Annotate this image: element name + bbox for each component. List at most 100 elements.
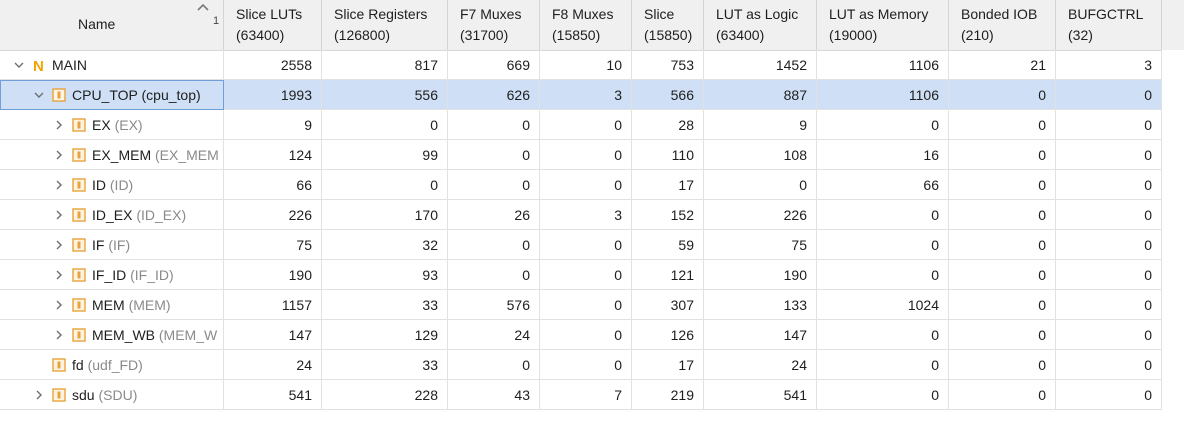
chevron-right-icon[interactable] (54, 210, 64, 220)
value-cell: 21 (949, 50, 1056, 80)
row-name-cell[interactable]: IF_ID (IF_ID) (0, 260, 224, 290)
value-cell: 1452 (704, 50, 817, 80)
table-row[interactable]: ID (ID) 66 0 0 0 17 0 66 0 0 (0, 170, 1162, 200)
row-name-cell[interactable]: ID (ID) (0, 170, 224, 200)
column-header-title: LUT as Logic (716, 6, 799, 22)
instance-label: ID_EX (92, 207, 133, 223)
value-cell: 32 (322, 230, 448, 260)
value-cell: 3 (1056, 50, 1162, 80)
chevron-right-icon[interactable] (54, 120, 64, 130)
column-header-lut-as-memory[interactable]: LUT as Memory (19000) (817, 0, 949, 50)
value-cell: 99 (322, 140, 448, 170)
value-cell: 24 (704, 350, 817, 380)
value-cell: 219 (632, 380, 704, 410)
chevron-right-icon[interactable] (54, 240, 64, 250)
instance-name: MEM_WB (MEM_W (92, 320, 217, 349)
value-cell: 1993 (224, 80, 322, 110)
chevron-right-icon[interactable] (54, 330, 64, 340)
row-name-cell[interactable]: MEM (MEM) (0, 290, 224, 320)
column-header-available: (126800) (334, 27, 391, 43)
value-cell: 147 (224, 320, 322, 350)
column-header-available: (15850) (644, 27, 693, 43)
value-cell: 0 (448, 140, 540, 170)
module-name: (ID) (109, 177, 134, 193)
row-name-cell[interactable]: CPU_TOP (cpu_top) (0, 80, 224, 110)
chevron-down-icon[interactable] (14, 60, 24, 70)
value-cell: 0 (949, 80, 1056, 110)
table-row[interactable]: ID_EX (ID_EX) 226 170 26 3 152 226 0 0 0 (0, 200, 1162, 230)
column-header-f7-muxes[interactable]: F7 Muxes (31700) (448, 0, 540, 50)
table-row[interactable]: IF_ID (IF_ID) 190 93 0 0 121 190 0 0 0 (0, 260, 1162, 290)
value-cell: 226 (224, 200, 322, 230)
chevron-right-icon[interactable] (34, 390, 44, 400)
module-icon (52, 358, 66, 372)
instance-label: IF (92, 237, 105, 253)
column-header-slice[interactable]: Slice (15850) (632, 0, 704, 50)
value-cell: 24 (224, 350, 322, 380)
value-cell: 626 (448, 80, 540, 110)
instance-name: MAIN (52, 50, 87, 79)
column-header-title: Slice Registers (334, 6, 428, 22)
instance-name: ID_EX (ID_EX) (92, 200, 186, 229)
value-cell: 0 (540, 260, 632, 290)
table-row[interactable]: EX (EX) 9 0 0 0 28 9 0 0 0 (0, 110, 1162, 140)
chevron-right-icon[interactable] (54, 180, 64, 190)
chevron-down-icon[interactable] (34, 90, 44, 100)
column-header-lut-as-logic[interactable]: LUT as Logic (63400) (704, 0, 817, 50)
row-name-cell[interactable]: N MAIN (0, 50, 224, 80)
value-cell: 541 (704, 380, 817, 410)
row-name-cell[interactable]: EX_MEM (EX_MEM (0, 140, 224, 170)
column-header-f8-muxes[interactable]: F8 Muxes (15850) (540, 0, 632, 50)
column-header-slice-registers[interactable]: Slice Registers (126800) (322, 0, 448, 50)
value-cell: 75 (224, 230, 322, 260)
value-cell: 0 (949, 380, 1056, 410)
column-header-title: Slice LUTs (236, 6, 303, 22)
module-icon (72, 208, 86, 222)
column-header-title: Bonded IOB (961, 6, 1038, 22)
value-cell: 0 (1056, 320, 1162, 350)
table-row[interactable]: sdu (SDU) 541 228 43 7 219 541 0 0 0 (0, 380, 1162, 410)
value-cell: 817 (322, 50, 448, 80)
value-cell: 59 (632, 230, 704, 260)
row-name-cell[interactable]: MEM_WB (MEM_W (0, 320, 224, 350)
value-cell: 0 (540, 140, 632, 170)
module-icon (72, 238, 86, 252)
module-name: (EX_MEM (155, 147, 219, 163)
value-cell: 1106 (817, 50, 949, 80)
value-cell: 7 (540, 380, 632, 410)
column-header-bonded-iob[interactable]: Bonded IOB (210) (949, 0, 1056, 50)
module-icon (52, 88, 66, 102)
table-row[interactable]: MEM_WB (MEM_W 147 129 24 0 126 147 0 0 0 (0, 320, 1162, 350)
chevron-right-icon[interactable] (54, 150, 64, 160)
row-name-cell[interactable]: IF (IF) (0, 230, 224, 260)
module-name: (MEM) (128, 297, 171, 313)
value-cell: 0 (817, 380, 949, 410)
module-name: (cpu_top) (141, 87, 201, 103)
table-row[interactable]: IF (IF) 75 32 0 0 59 75 0 0 0 (0, 230, 1162, 260)
value-cell: 66 (817, 170, 949, 200)
table-row[interactable]: EX_MEM (EX_MEM 124 99 0 0 110 108 16 0 0 (0, 140, 1162, 170)
column-header-title: BUFGCTRL (1068, 6, 1144, 22)
value-cell: 0 (817, 350, 949, 380)
table-row[interactable]: N MAIN 2558 817 669 10 753 1452 1106 21 3 (0, 50, 1162, 80)
column-header-available: (63400) (236, 27, 285, 43)
module-name: (IF) (108, 237, 131, 253)
table-row[interactable]: CPU_TOP (cpu_top) 1993 556 626 3 566 887 1106 0 0 (0, 80, 1162, 110)
value-cell: 0 (1056, 230, 1162, 260)
column-header-bufgctrl[interactable]: BUFGCTRL (32) (1056, 0, 1162, 50)
table-row[interactable]: MEM (MEM) 1157 33 576 0 307 133 1024 0 0 (0, 290, 1162, 320)
row-name-cell[interactable]: EX (EX) (0, 110, 224, 140)
chevron-right-icon[interactable] (54, 300, 64, 310)
value-cell: 152 (632, 200, 704, 230)
column-header-name[interactable]: Name 1 (0, 0, 224, 50)
value-cell: 226 (704, 200, 817, 230)
value-cell: 75 (704, 230, 817, 260)
value-cell: 1106 (817, 80, 949, 110)
row-name-cell[interactable]: sdu (SDU) (0, 380, 224, 410)
chevron-right-icon[interactable] (54, 270, 64, 280)
column-header-title: F8 Muxes (552, 6, 614, 22)
table-row[interactable]: fd (udf_FD) 24 33 0 0 17 24 0 0 0 (0, 350, 1162, 380)
row-name-cell[interactable]: ID_EX (ID_EX) (0, 200, 224, 230)
column-header-slice-luts[interactable]: Slice LUTs (63400) (224, 0, 322, 50)
row-name-cell[interactable]: fd (udf_FD) (0, 350, 224, 380)
